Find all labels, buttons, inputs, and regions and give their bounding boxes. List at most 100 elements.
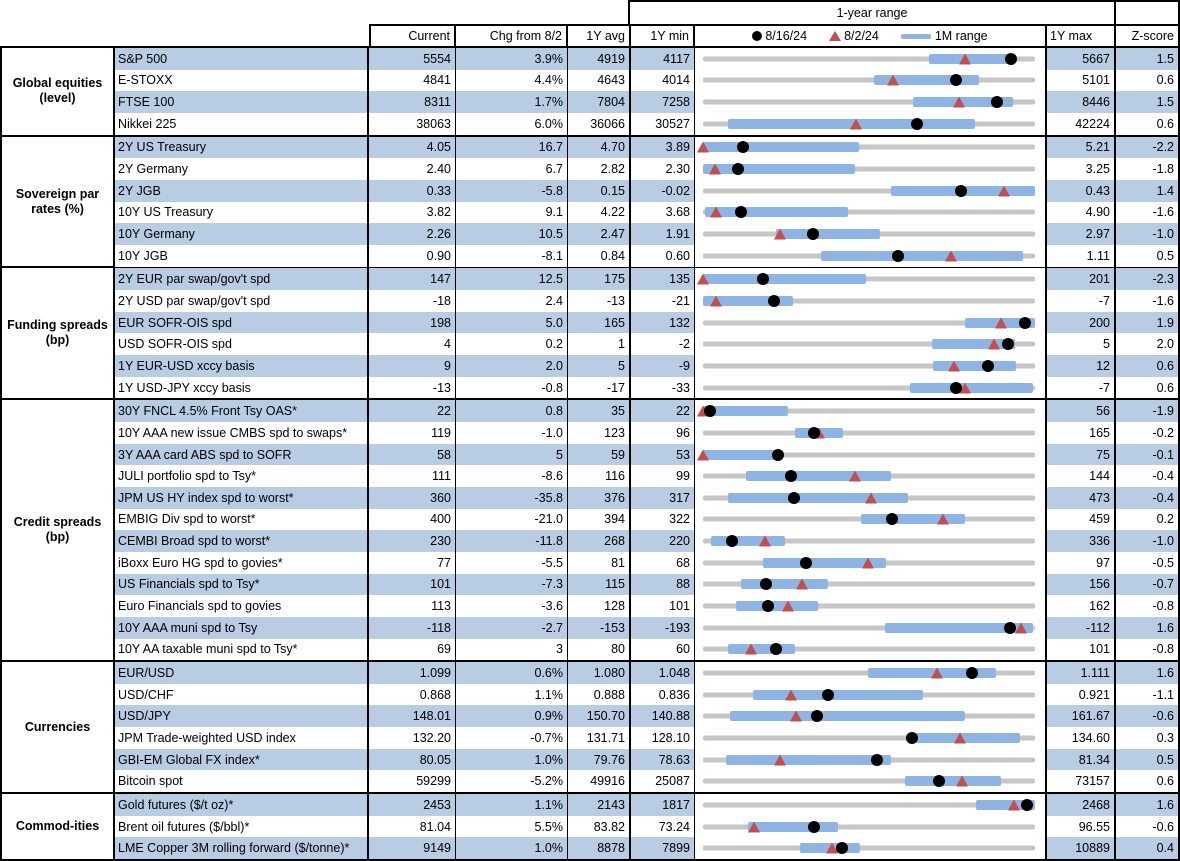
1y-max-value: 42224 <box>1047 112 1116 135</box>
1y-max-value: -112 <box>1047 616 1116 639</box>
zscore-value: 1.6 <box>1116 662 1180 684</box>
1y-min-value: 7258 <box>631 91 695 113</box>
zscore-value: 0.6 <box>1116 376 1180 399</box>
1y-max-value: 96.55 <box>1047 815 1116 838</box>
1y-min-value: 53 <box>631 443 695 466</box>
1y-max-value: 81.34 <box>1047 748 1116 771</box>
zscore-value: 1.4 <box>1116 179 1180 202</box>
table-row: FTSE 100 8311 1.7% 7804 7258 8446 1.5 <box>115 91 1180 113</box>
chg-value: 0.6% <box>456 662 568 684</box>
range-track-area <box>703 465 1035 487</box>
zscore-value: -1.9 <box>1116 400 1180 423</box>
1y-max-value: 4.90 <box>1047 201 1116 224</box>
range-track-area <box>703 574 1035 596</box>
1y-avg-value: 81 <box>568 551 631 574</box>
1y-min-value: 68 <box>631 551 695 574</box>
aug2-triangle-marker <box>887 74 900 86</box>
1y-avg-value: 394 <box>568 508 631 531</box>
zscore-value: -1.8 <box>1116 158 1180 180</box>
current-value: 0.868 <box>369 683 456 706</box>
range-chart-cell <box>695 487 1047 509</box>
1y-max-value: 5667 <box>1047 48 1116 70</box>
range-track-area <box>697 137 1035 159</box>
range-chart-cell <box>695 638 1047 661</box>
range-track-area <box>697 444 1035 466</box>
aug2-triangle-marker <box>710 295 723 307</box>
aug2-triangle-marker <box>708 163 721 175</box>
current-value: 132.20 <box>369 727 456 749</box>
row-label: 10Y AA taxable muni spd to Tsy* <box>115 638 369 661</box>
current-value: 5554 <box>369 48 456 70</box>
row-label: 2Y USD par swap/gov't spd <box>115 290 369 312</box>
range-track <box>703 778 1035 784</box>
1y-min-value: 78.63 <box>631 748 695 771</box>
row-label: E-STOXX <box>115 69 369 92</box>
range-track-area <box>703 662 1035 684</box>
aug2-triangle-marker <box>937 513 950 525</box>
range-chart-cell <box>695 158 1047 180</box>
1y-max-value: 134.60 <box>1047 727 1116 749</box>
aug16-dot-marker <box>955 184 968 197</box>
aug2-triangle-marker <box>697 273 709 285</box>
1y-max-value: 201 <box>1047 268 1116 291</box>
current-value: 38063 <box>369 112 456 135</box>
aug16-dot-marker <box>892 249 905 262</box>
header-spacer <box>0 0 628 24</box>
range-track <box>703 408 1035 414</box>
range-track-area <box>703 552 1035 574</box>
range-title-box: 1-year range <box>628 0 1116 24</box>
aug16-dot-marker <box>807 426 820 439</box>
row-group: Global equities (level) S&P 500 5554 3.9% 49… <box>0 48 1180 137</box>
aug16-dot-marker <box>810 710 823 723</box>
1y-min-value: -2 <box>631 333 695 356</box>
current-value: 119 <box>369 422 456 444</box>
table-row: GBI-EM Global FX index* 80.05 1.0% 79.76 78.… <box>115 748 1180 771</box>
zscore-value: 1.9 <box>1116 311 1180 334</box>
current-value: 113 <box>369 595 456 617</box>
row-group: Sovereign par rates (%) 2Y US Treasury 4.0… <box>0 136 1180 269</box>
chg-value: 1.0% <box>456 748 568 771</box>
aug16-dot-marker <box>1002 338 1015 351</box>
one-month-range-bar <box>884 622 1033 633</box>
1y-min-value: 101 <box>631 595 695 617</box>
one-month-range-bar <box>727 644 795 655</box>
aug16-dot-marker <box>1003 621 1016 634</box>
chart-legend: 8/16/24 8/2/24 1M range <box>695 24 1047 46</box>
current-value: 8311 <box>369 91 456 113</box>
current-value: 101 <box>369 573 456 596</box>
1y-max-value: 144 <box>1047 465 1116 487</box>
chg-value: 1.1% <box>456 683 568 706</box>
range-track <box>703 824 1035 830</box>
range-track-area <box>703 816 1035 838</box>
zscore-value: 1.5 <box>1116 91 1180 113</box>
group-rows: S&P 500 5554 3.9% 4919 4117 5667 1.5 E-STOXX 484… <box>115 48 1180 135</box>
1y-max-value: 2.97 <box>1047 223 1116 245</box>
zscore-value: -0.2 <box>1116 422 1180 444</box>
chg-value: 9.1 <box>456 201 568 224</box>
one-month-range-bar <box>933 360 1017 371</box>
row-label: LME Copper 3M rolling forward ($/tonne)* <box>115 837 369 860</box>
table-row: JPM US HY index spd to worst* 360 -35.8 376… <box>115 487 1180 509</box>
aug2-triangle-marker <box>994 317 1007 329</box>
aug2-triangle-marker <box>759 535 772 547</box>
1y-max-value: 56 <box>1047 400 1116 423</box>
current-value: 9149 <box>369 837 456 860</box>
range-track <box>703 646 1035 652</box>
range-chart-cell <box>695 422 1047 444</box>
range-track <box>703 452 1035 458</box>
chg-value: -0.8 <box>456 376 568 399</box>
current-value: 69 <box>369 638 456 661</box>
range-chart-cell <box>695 311 1047 334</box>
range-track-area <box>697 268 1035 290</box>
range-track-area <box>703 312 1035 334</box>
current-value: -118 <box>369 616 456 639</box>
aug16-dot-marker <box>835 842 848 855</box>
one-month-range-bar <box>726 754 892 765</box>
range-track <box>703 625 1035 631</box>
range-track-area <box>703 70 1035 92</box>
aug2-triangle-marker <box>825 842 838 854</box>
aug2-triangle-marker <box>1015 622 1028 634</box>
zscore-value: 0.6 <box>1116 770 1180 793</box>
range-chart-cell <box>695 770 1047 793</box>
1y-avg-value: 268 <box>568 530 631 552</box>
